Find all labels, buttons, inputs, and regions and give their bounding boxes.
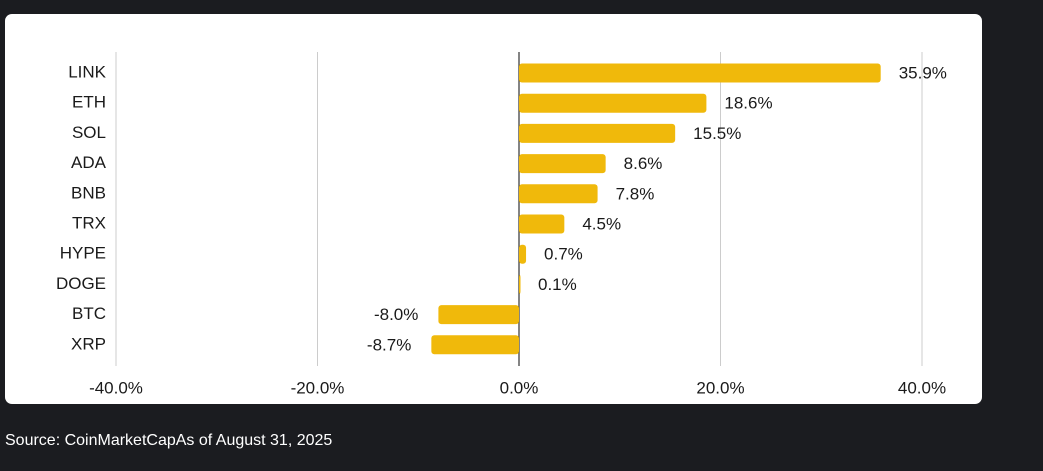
value-label: 35.9% — [899, 63, 947, 82]
category-label: SOL — [72, 123, 106, 142]
category-label: BNB — [71, 183, 106, 202]
bar-layer — [431, 63, 881, 355]
bar-eth — [519, 93, 707, 113]
source-note: Source: CoinMarketCapAs of August 31, 20… — [5, 432, 333, 449]
category-label: BTC — [72, 304, 106, 323]
category-label: ADA — [71, 153, 107, 172]
bar-trx — [519, 214, 565, 234]
value-label: 0.7% — [544, 245, 583, 264]
bar-chart: -40.0% -20.0% 0.0% 20.0% 40.0% LINK 35.9% ETH 18… — [56, 52, 947, 397]
x-tick-label: -40.0% — [89, 378, 143, 397]
value-label: 15.5% — [693, 124, 741, 143]
value-label: -8.0% — [374, 305, 418, 324]
value-label: -8.7% — [367, 335, 411, 354]
bar-bnb — [519, 184, 598, 204]
bar-btc — [438, 305, 519, 325]
label-layer: -40.0% -20.0% 0.0% 20.0% 40.0% LINK 35.9% ETH 18… — [56, 62, 947, 397]
x-tick-label: 0.0% — [500, 378, 539, 397]
bar-xrp — [431, 335, 519, 355]
bar-sol — [519, 123, 676, 143]
bar-doge — [519, 274, 521, 294]
category-label: ETH — [72, 93, 106, 112]
value-label: 18.6% — [724, 94, 772, 113]
value-label: 0.1% — [538, 275, 577, 294]
value-label: 4.5% — [582, 214, 621, 233]
bar-hype — [519, 244, 527, 264]
value-label: 7.8% — [616, 184, 655, 203]
x-tick-label: 20.0% — [696, 378, 744, 397]
category-label: LINK — [68, 62, 106, 81]
category-label: TRX — [72, 213, 106, 232]
category-label: DOGE — [56, 274, 106, 293]
bar-link — [519, 63, 881, 83]
bar-ada — [519, 154, 606, 174]
chart-card: -40.0% -20.0% 0.0% 20.0% 40.0% LINK 35.9% ETH 18… — [5, 14, 982, 404]
value-label: 8.6% — [624, 154, 663, 173]
x-tick-label: 40.0% — [898, 378, 946, 397]
category-label: HYPE — [60, 244, 106, 263]
category-label: XRP — [71, 334, 106, 353]
x-tick-label: -20.0% — [291, 378, 345, 397]
